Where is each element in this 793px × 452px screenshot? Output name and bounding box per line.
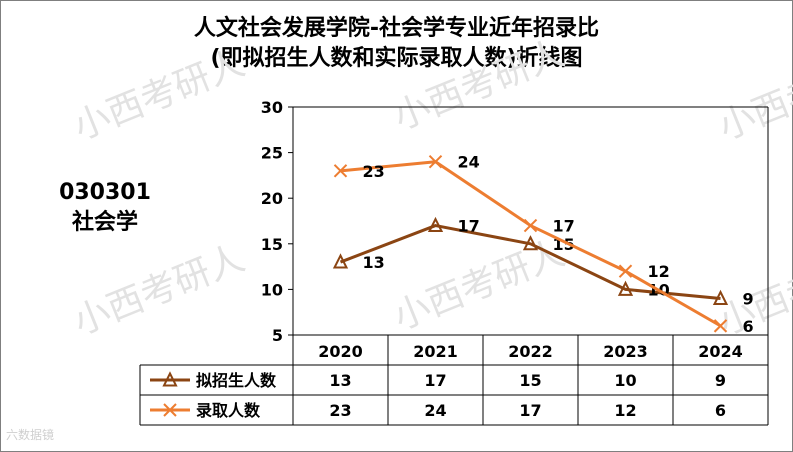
axes: 5 10 15 20 25 30 [261,98,769,345]
y-tick-label: 20 [261,189,283,208]
y-tick-label: 10 [261,280,283,299]
x-marker-stroke [333,164,348,178]
legend-series-name: 录取人数 [196,401,261,420]
x-marker-stroke [163,403,177,417]
chart-title: 人文社会发展学院-社会学专业近年招录比 (即拟招生人数和实际录取人数)折线图 [0,14,793,74]
x-marker-stroke [523,218,538,233]
series-point [618,264,633,278]
data-label: 9 [743,290,754,309]
major-code: 030301 [59,180,151,205]
corner-watermark: 六数据镜 [6,428,55,442]
table-cell-value: 10 [614,371,636,390]
table-cell-value: 12 [614,401,636,420]
data-label: 17 [553,217,575,236]
data-label: 13 [363,253,385,272]
series-point [333,164,348,178]
x-category-label: 2024 [698,342,743,361]
x-marker-stroke [618,264,633,278]
watermark-text: 小西考研人 [68,43,250,148]
data-label: 23 [363,162,385,181]
legend-key-marker [162,371,178,387]
series-point [523,218,538,233]
y-tick-label: 25 [261,144,283,163]
table-cell-value: 23 [329,401,351,420]
major-label: 030301 社会学 [40,178,170,238]
x-category-label: 2020 [318,342,363,361]
chart-title-line2: (即拟招生人数和实际录取人数)折线图 [210,46,583,71]
series-point [427,216,444,233]
series-point [522,235,539,251]
data-label: 24 [458,153,480,172]
table-cell-value: 17 [424,371,446,390]
table-cell-value: 6 [715,401,726,420]
table-cell-value: 13 [329,371,351,390]
y-tick-label: 15 [261,235,283,254]
data-table: 2020 2021 2022 2023 2024 拟招生人数 13 17 15 10 9 录取人数 23… [139,334,769,426]
x-marker-stroke [428,155,443,169]
series-point [428,155,443,169]
legend-series-name: 拟招生人数 [196,371,277,390]
legend-key-marker [163,403,177,417]
data-label: 12 [648,262,670,281]
x-marker-stroke [713,319,728,333]
x-category-label: 2021 [413,342,458,361]
x-category-label: 2022 [508,342,553,361]
data-label: 6 [743,317,754,336]
x-category-label: 2023 [603,342,648,361]
series-point [617,280,634,296]
chart-title-line1: 人文社会发展学院-社会学专业近年招录比 [193,16,600,41]
table-cell-value: 9 [715,371,726,390]
watermark-text: 小西考研人 [388,33,570,138]
table-cell-value: 24 [424,401,446,420]
watermark-text: 小西考研人 [68,238,250,343]
table-cell-value: 17 [519,401,541,420]
series-point [332,253,349,269]
series-point [713,319,728,333]
major-name: 社会学 [71,210,138,235]
y-tick-label: 5 [272,326,283,345]
watermark-text: 小西考研人 [713,43,793,148]
data-label: 17 [458,217,480,236]
table-cell-value: 15 [519,371,541,390]
series-line [339,224,721,301]
y-tick-label: 30 [261,98,283,117]
series-point [712,289,729,306]
